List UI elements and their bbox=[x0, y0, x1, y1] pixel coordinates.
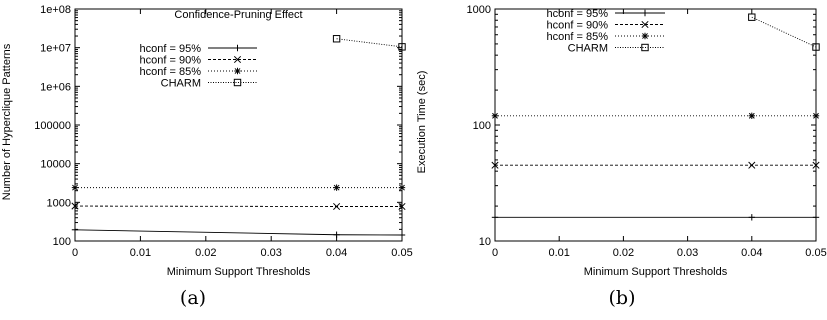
data-point bbox=[398, 43, 406, 51]
chart-title: Confidence-Pruning Effect bbox=[174, 9, 302, 21]
series-1 bbox=[491, 161, 820, 169]
legend-label: hconf = 95% bbox=[547, 8, 609, 20]
x-tick-label: 0.03 bbox=[677, 247, 698, 259]
data-point bbox=[748, 112, 755, 120]
x-tick-label: 0 bbox=[492, 247, 498, 259]
series-0 bbox=[71, 226, 406, 239]
y-axis-label: Number of Hyperclique Patterns bbox=[1, 43, 13, 200]
x-tick-label: 0.03 bbox=[260, 247, 281, 259]
data-point bbox=[333, 231, 340, 238]
series-3 bbox=[332, 35, 406, 51]
caption-b: (b) bbox=[608, 287, 636, 309]
x-tick-label: 0.02 bbox=[195, 247, 216, 259]
series-line bbox=[74, 229, 403, 236]
series-2 bbox=[71, 184, 406, 191]
legend-marker bbox=[641, 32, 649, 40]
data-point bbox=[398, 202, 406, 211]
legend-marker bbox=[234, 44, 241, 52]
legend-marker bbox=[641, 20, 649, 29]
data-point bbox=[812, 112, 820, 120]
chart-panel-b: 0 0.01 0.02 0.03 0.04 0.05 10 100 1000 Minimum Su… bbox=[414, 0, 827, 320]
data-point bbox=[812, 214, 820, 221]
data-point bbox=[71, 202, 79, 210]
chart-panel-a: 0 0.01 0.02 0.03 0.04 0.05 100 1000 10000 100000 1… bbox=[0, 0, 413, 320]
legend-marker bbox=[234, 67, 241, 75]
legend-label: hconf = 85% bbox=[140, 66, 202, 78]
data-point bbox=[491, 161, 499, 169]
series-line bbox=[751, 16, 817, 48]
legend-label: CHARM bbox=[568, 43, 608, 55]
y-tick-label: 10000 bbox=[40, 159, 71, 171]
data-point bbox=[748, 161, 756, 169]
y-tick-label: 1e+07 bbox=[40, 43, 71, 55]
x-tick-label: 0.01 bbox=[130, 247, 151, 259]
x-axis-label: Minimum Support Thresholds bbox=[584, 266, 728, 278]
data-point bbox=[491, 112, 499, 120]
y-tick-label: 1e+06 bbox=[40, 81, 71, 93]
data-point bbox=[398, 231, 406, 239]
series-1 bbox=[71, 202, 406, 211]
x-tick-label: 0.04 bbox=[326, 247, 347, 259]
y-tick-label: 1000 bbox=[467, 4, 491, 16]
series-3 bbox=[748, 13, 820, 51]
y-tick-label: 100 bbox=[473, 120, 491, 132]
x-tick-label: 0.02 bbox=[613, 247, 634, 259]
x-tick-label: 0.05 bbox=[805, 247, 826, 259]
x-axis-label: Minimum Support Thresholds bbox=[167, 266, 311, 278]
y-tick-label: 1000 bbox=[47, 197, 71, 209]
y-axis-label: Execution Time (sec) bbox=[416, 71, 428, 174]
legend-label: hconf = 90% bbox=[140, 55, 202, 67]
y-tick-label: 10 bbox=[479, 236, 491, 248]
series-0 bbox=[491, 214, 820, 221]
data-point bbox=[333, 184, 340, 191]
data-point bbox=[71, 184, 79, 191]
series-line bbox=[336, 38, 403, 48]
legend-label: hconf = 90% bbox=[547, 20, 609, 32]
legend-label: hconf = 85% bbox=[547, 31, 609, 43]
data-point bbox=[71, 226, 79, 233]
data-point bbox=[491, 214, 499, 221]
y-tick-label: 100000 bbox=[34, 120, 71, 132]
caption-a: (a) bbox=[179, 287, 207, 309]
data-point bbox=[812, 43, 820, 51]
legend-label: CHARM bbox=[161, 78, 201, 90]
series-2 bbox=[491, 112, 820, 120]
x-tick-label: 0.01 bbox=[548, 247, 569, 259]
data-point bbox=[748, 214, 755, 221]
data-point bbox=[333, 202, 341, 211]
legend-label: hconf = 95% bbox=[140, 43, 202, 55]
legend-marker bbox=[233, 78, 242, 87]
data-point bbox=[812, 161, 820, 169]
chart-a: 0 0.01 0.02 0.03 0.04 0.05 100 1000 10000 100000 1… bbox=[1, 4, 413, 278]
y-tick-label: 100 bbox=[53, 236, 71, 248]
data-point bbox=[332, 35, 341, 43]
legend-marker bbox=[641, 9, 649, 17]
legend-marker bbox=[233, 55, 242, 64]
data-point bbox=[398, 184, 406, 191]
x-tick-label: 0.05 bbox=[391, 247, 412, 259]
legend-marker bbox=[641, 43, 649, 52]
y-tick-label: 1e+08 bbox=[40, 4, 71, 16]
plot-frame bbox=[494, 8, 817, 242]
data-point bbox=[748, 13, 756, 21]
chart-b: 0 0.01 0.02 0.03 0.04 0.05 10 100 1000 Minimum Su… bbox=[416, 4, 827, 278]
x-tick-label: 0.04 bbox=[741, 247, 762, 259]
x-tick-label: 0 bbox=[72, 247, 78, 259]
